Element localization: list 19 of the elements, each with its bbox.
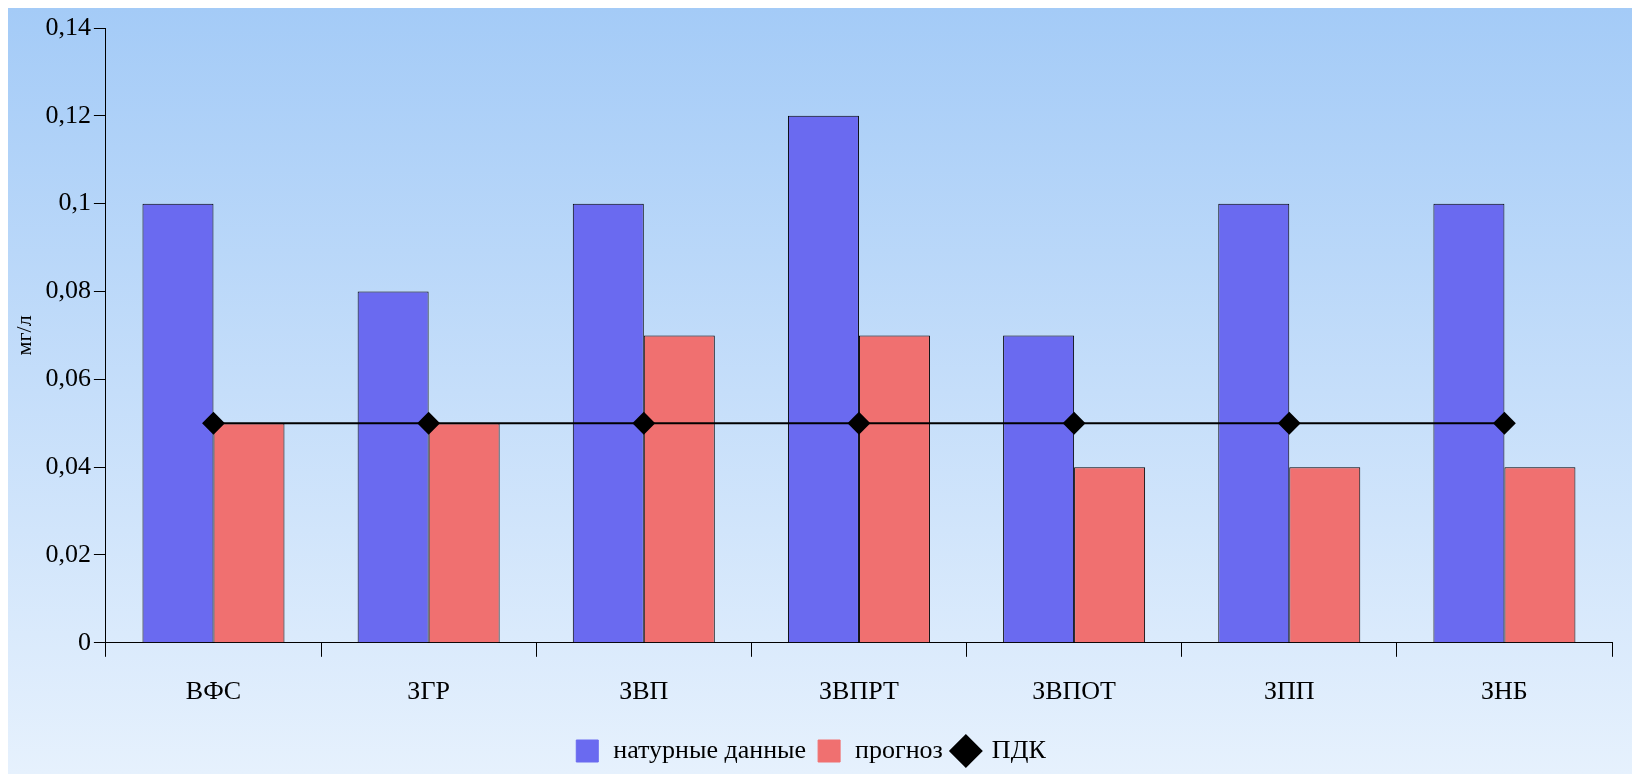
y-tick-label: 0,08 <box>45 275 91 305</box>
legend-label: прогноз <box>855 734 943 764</box>
x-tick-label: ЗПП <box>1263 676 1315 706</box>
x-tick-label: ЗВП <box>619 676 669 706</box>
y-axis-title: мг/л <box>10 315 36 356</box>
legend-label: ПДК <box>991 734 1047 764</box>
y-tick-label: 0,02 <box>45 538 91 568</box>
x-tick-label: ЗГР <box>407 676 450 706</box>
y-tick-label: 0,14 <box>45 11 91 41</box>
y-tick-label: 0,04 <box>45 450 91 480</box>
x-tick-label: ВФС <box>185 676 242 706</box>
y-tick-label: 0 <box>77 626 91 656</box>
legend-label: натурные данные <box>613 734 807 764</box>
x-tick-label: ЗНБ <box>1481 676 1528 706</box>
y-tick-label: 0,06 <box>45 363 91 393</box>
x-tick-label: ЗВПРТ <box>819 676 899 706</box>
x-tick-label: ЗВПОТ <box>1032 676 1117 706</box>
y-tick-label: 0,1 <box>58 187 91 217</box>
y-tick-label: 0,12 <box>45 99 91 129</box>
